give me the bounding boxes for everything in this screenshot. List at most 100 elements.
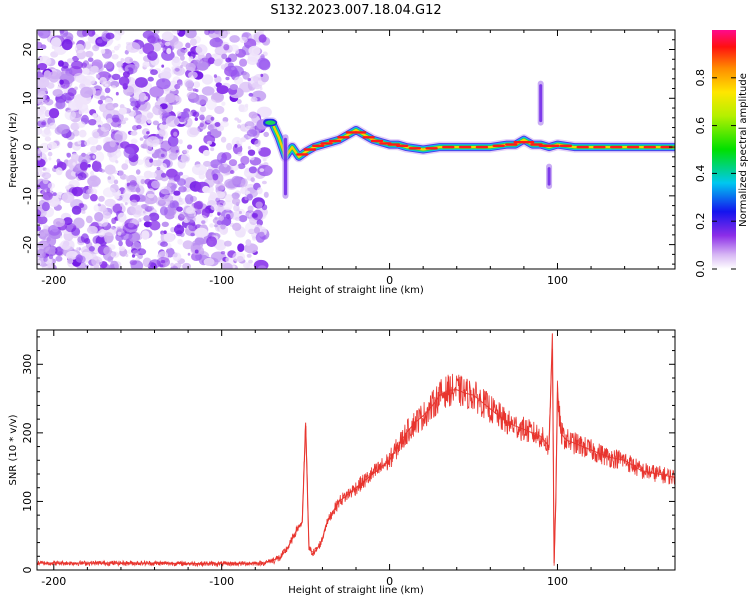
noise-blob — [236, 140, 240, 144]
noise-blob — [214, 224, 218, 228]
noise-blob — [78, 129, 87, 138]
noise-blob — [173, 224, 185, 235]
noise-blob — [171, 66, 174, 70]
noise-blob — [77, 172, 87, 181]
noise-blob — [185, 42, 191, 49]
noise-blob — [171, 30, 180, 34]
noise-blob — [156, 78, 171, 90]
noise-blob — [246, 193, 253, 201]
noise-blob — [86, 155, 91, 159]
snr-series-line — [37, 333, 675, 565]
noise-blob — [238, 215, 248, 223]
noise-blob — [144, 159, 151, 169]
noise-blob — [70, 122, 80, 131]
noise-blob — [139, 137, 144, 141]
noise-blob — [43, 127, 51, 135]
noise-blob — [206, 99, 217, 110]
snr-xtick-label: 0 — [386, 575, 393, 588]
noise-blob — [248, 92, 254, 97]
noise-blob — [148, 212, 160, 222]
noise-blob — [39, 232, 46, 237]
noise-blob — [147, 35, 156, 44]
noise-blob — [237, 163, 246, 170]
noise-blob — [104, 87, 111, 94]
noise-blob — [218, 30, 228, 39]
noise-blob — [146, 131, 150, 135]
noise-blob — [184, 194, 194, 205]
noise-blob — [84, 140, 91, 146]
noise-blob — [177, 158, 186, 169]
noise-blob — [109, 260, 119, 269]
noise-blob — [232, 222, 242, 231]
noise-blob — [83, 41, 92, 50]
noise-blob — [82, 75, 96, 86]
noise-blob — [125, 68, 129, 72]
noise-blob — [142, 61, 150, 68]
noise-blob — [194, 227, 208, 238]
noise-blob — [44, 136, 52, 142]
noise-blob — [209, 223, 215, 228]
noise-blob — [37, 126, 43, 136]
noise-blob — [234, 117, 240, 121]
noise-blob — [42, 224, 49, 229]
noise-blob — [111, 50, 115, 54]
noise-blob — [163, 194, 174, 202]
colorbar: 0.0 0.2 0.4 0.6 0.8 Normalized spectral ampl… — [694, 30, 749, 278]
noise-blob — [98, 204, 107, 212]
noise-blob — [69, 165, 74, 171]
noise-blob — [251, 212, 258, 218]
noise-blob — [118, 169, 125, 177]
noise-blob — [182, 262, 192, 269]
noise-blob — [176, 48, 186, 57]
noise-blob — [77, 140, 82, 145]
noise-blob — [61, 39, 73, 51]
noise-blob — [104, 83, 109, 87]
noise-blob — [187, 51, 192, 57]
snr-ylabel: SNR (10 * v/v) — [8, 414, 19, 485]
noise-blob — [250, 96, 258, 103]
noise-blob — [37, 158, 46, 168]
noise-blob — [203, 134, 216, 145]
noise-blob — [56, 124, 70, 134]
noise-blob — [37, 30, 51, 39]
noise-blob — [248, 45, 261, 56]
noise-blob — [177, 178, 186, 187]
noise-blob — [42, 191, 53, 201]
noise-blob — [125, 175, 129, 180]
noise-blob — [224, 194, 233, 203]
noise-blob — [201, 74, 214, 85]
noise-blob — [258, 30, 264, 35]
noise-blob — [53, 217, 66, 228]
noise-blob — [148, 147, 153, 151]
noise-blob — [229, 44, 239, 52]
noise-blob — [117, 43, 121, 48]
noise-blob — [37, 215, 48, 225]
noise-blob — [130, 199, 138, 207]
noise-blob — [98, 167, 103, 172]
noise-blob — [157, 38, 162, 42]
noise-blob — [52, 89, 63, 97]
noise-blob — [228, 65, 244, 77]
noise-blob — [245, 239, 252, 246]
noise-blob — [253, 226, 261, 234]
noise-blob — [234, 216, 240, 221]
noise-blob — [195, 89, 199, 93]
noise-blob — [159, 206, 168, 216]
noise-blob — [99, 77, 107, 85]
noise-blob — [210, 147, 215, 152]
snr-xtick-label: -100 — [209, 575, 234, 588]
noise-blob — [246, 56, 258, 65]
noise-blob — [173, 190, 181, 196]
noise-blob — [82, 67, 90, 75]
noise-blob — [92, 113, 97, 118]
noise-blob — [189, 56, 194, 60]
noise-blob — [214, 105, 225, 115]
noise-blob — [242, 71, 250, 80]
noise-blob — [43, 256, 48, 263]
noise-blob — [231, 175, 242, 185]
noise-blob — [257, 265, 267, 269]
noise-blob — [168, 152, 178, 160]
noise-blob — [143, 134, 149, 140]
noise-blob — [135, 169, 141, 175]
noise-blob — [203, 56, 209, 62]
